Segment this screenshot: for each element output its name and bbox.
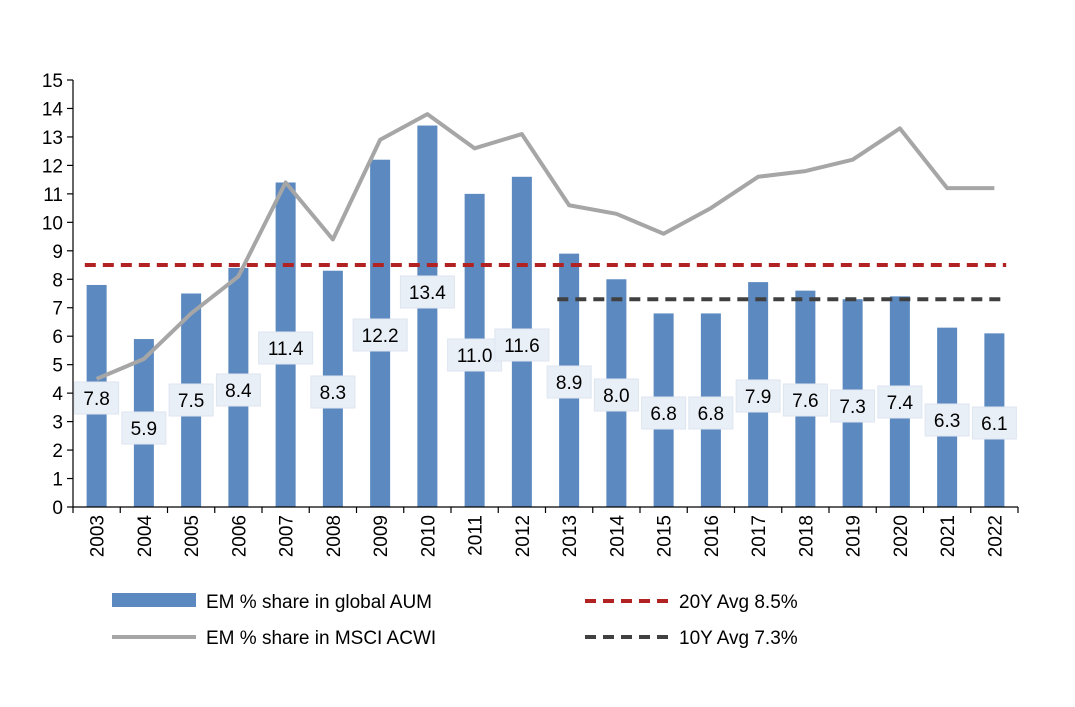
legend: EM % share in global AUM 20Y Avg 8.5% EM %…: [112, 592, 798, 649]
legend-label: EM % share in global AUM: [206, 592, 432, 613]
legend-label: 20Y Avg 8.5%: [679, 592, 798, 613]
data-label-2004: 5.9: [131, 419, 157, 440]
y-tick-label-10: 10: [42, 213, 63, 234]
y-tick-label-8: 8: [52, 270, 63, 291]
acwi-line-layer: [95, 112, 995, 381]
data-label-box-2005: [168, 383, 214, 417]
y-tick-label-11: 11: [43, 185, 63, 206]
y-tick-label-4: 4: [52, 384, 63, 405]
x-tick-label-2017: 2017: [749, 515, 770, 557]
x-tick-label-2008: 2008: [324, 515, 345, 557]
legend-label: EM % share in MSCI ACWI: [206, 628, 436, 649]
data-label-2011: 11.0: [457, 346, 493, 367]
y-tick-label-13: 13: [42, 128, 63, 149]
data-label-box-2016: [688, 396, 734, 430]
data-label-box-2022: [971, 406, 1017, 440]
y-tick-label-14: 14: [42, 99, 64, 120]
data-label-2012: 11.6: [504, 336, 540, 357]
legend-swatch-aum: [112, 593, 196, 607]
x-tick-label-2006: 2006: [229, 515, 250, 557]
data-label-2009: 12.2: [362, 326, 399, 347]
data-label-box-2014: [593, 378, 639, 412]
data-label-2017: 7.9: [745, 387, 771, 408]
data-label-2019: 7.3: [839, 397, 865, 418]
data-label-2021: 6.3: [934, 411, 960, 432]
data-label-box-2012: [494, 328, 550, 362]
data-label-2018: 7.6: [792, 391, 818, 412]
x-tick-label-2013: 2013: [560, 515, 581, 557]
x-tick-label-2019: 2019: [844, 515, 865, 557]
x-tick-label-2010: 2010: [418, 515, 439, 557]
data-label-box-2003: [74, 381, 120, 415]
x-tick-label-2021: 2021: [938, 515, 959, 557]
data-label-box-2017: [735, 379, 781, 413]
average-lines-layer: [84, 263, 1007, 302]
data-label-2016: 6.8: [698, 404, 724, 425]
bars-layer: [86, 125, 1005, 508]
data-label-2020: 7.4: [887, 393, 914, 414]
data-label-2006: 8.4: [225, 381, 252, 402]
x-tick-label-2014: 2014: [607, 515, 628, 558]
data-label-2014: 8.0: [603, 386, 629, 407]
data-label-2022: 6.1: [981, 414, 1007, 435]
x-tick-label-2005: 2005: [182, 515, 203, 557]
y-tick-label-6: 6: [52, 327, 63, 348]
data-label-box-2019: [830, 389, 876, 423]
data-label-box-2013: [546, 365, 592, 399]
data-label-box-2020: [877, 385, 923, 419]
data-label-box-2010: [399, 275, 455, 309]
y-tick-label-7: 7: [52, 299, 63, 320]
data-label-2015: 6.8: [650, 404, 676, 425]
bar-2010: [417, 125, 438, 508]
x-tick-label-2015: 2015: [655, 515, 676, 557]
data-label-box-2004: [121, 411, 167, 445]
x-tick-label-2022: 2022: [985, 515, 1006, 557]
x-tick-label-2020: 2020: [891, 515, 912, 557]
acwi-share-line: [95, 112, 995, 381]
data-label-box-2011: [447, 338, 503, 372]
y-tick-label-9: 9: [52, 242, 63, 263]
y-tick-label-12: 12: [42, 156, 63, 177]
data-label-2010: 13.4: [409, 283, 446, 304]
data-labels-layer: 7.8 5.9 7.5 8.4 11.4 8.3 12.2 13.4 11.0 11.6 8.9 8.…: [74, 275, 1017, 445]
data-label-2007: 11.4: [268, 339, 304, 360]
data-label-box-2021: [924, 403, 970, 437]
data-label-2003: 7.8: [83, 389, 109, 410]
x-tick-label-2009: 2009: [371, 515, 392, 557]
data-label-box-2008: [310, 375, 356, 409]
x-tick-label-2011: 2011: [466, 515, 487, 556]
y-tick-label-1: 1: [52, 470, 63, 491]
y-tick-label-15: 15: [42, 71, 63, 92]
y-tick-label-2: 2: [52, 441, 63, 462]
y-tick-label-3: 3: [52, 413, 63, 434]
x-tick-label-2016: 2016: [702, 515, 723, 557]
data-label-box-2007: [258, 331, 314, 365]
data-label-box-2015: [641, 396, 687, 430]
x-tick-label-2003: 2003: [88, 515, 109, 557]
data-label-2008: 8.3: [320, 383, 346, 404]
legend-label: 10Y Avg 7.3%: [679, 628, 798, 649]
x-tick-label-2004: 2004: [135, 515, 156, 558]
y-tick-label-0: 0: [52, 498, 63, 519]
data-label-box-2009: [352, 318, 408, 352]
x-tick-label-2012: 2012: [513, 515, 534, 557]
x-tick-label-2018: 2018: [796, 515, 817, 557]
data-label-box-2006: [215, 373, 261, 407]
x-tick-label-2007: 2007: [277, 515, 298, 557]
y-tick-label-5: 5: [52, 356, 63, 377]
data-label-2005: 7.5: [178, 391, 204, 412]
data-label-box-2018: [782, 383, 828, 417]
data-label-2013: 8.9: [556, 373, 582, 394]
